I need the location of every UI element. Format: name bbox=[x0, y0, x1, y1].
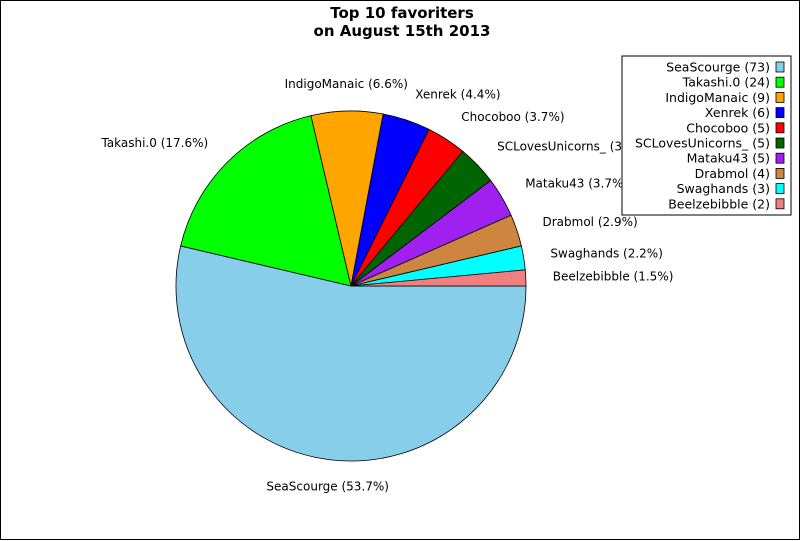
legend-label: IndigoManaic (9) bbox=[665, 90, 770, 105]
legend-label: SeaScourge (73) bbox=[666, 60, 770, 75]
slice-label: Drabmol (2.9%) bbox=[543, 215, 638, 229]
legend-label: Beelzebibble (2) bbox=[668, 196, 770, 211]
chart-title-line-1: Top 10 favoriters bbox=[330, 4, 474, 22]
legend-label: Xenrek (6) bbox=[705, 105, 770, 120]
legend-label: Chocoboo (5) bbox=[686, 120, 770, 135]
slice-label: IndigoManaic (6.6%) bbox=[285, 77, 408, 91]
slice-label: Takashi.0 (17.6%) bbox=[100, 136, 208, 150]
legend-swatch bbox=[775, 122, 785, 134]
legend-swatch bbox=[775, 107, 785, 118]
legend-swatch bbox=[775, 61, 785, 73]
chart-title-line-2: on August 15th 2013 bbox=[314, 22, 491, 40]
legend-swatch bbox=[775, 198, 785, 210]
legend-label: Swaghands (3) bbox=[677, 181, 770, 196]
legend-swatch bbox=[775, 137, 785, 149]
pie-slices bbox=[175, 110, 527, 462]
slice-label: Chocoboo (3.7%) bbox=[461, 110, 564, 124]
pie-slice-takashi-0 bbox=[180, 115, 352, 287]
legend: SeaScourge (73)Takashi.0 (24)IndigoManai… bbox=[621, 55, 792, 216]
legend-label: Takashi.0 (24) bbox=[682, 75, 770, 90]
legend-swatch bbox=[775, 152, 785, 164]
slice-label: SCLovesUnicorns_ (3.7%) bbox=[497, 140, 649, 154]
legend-label: Mataku43 (5) bbox=[687, 151, 770, 166]
legend-box bbox=[621, 55, 792, 216]
legend-label: Drabmol (4) bbox=[695, 166, 770, 181]
legend-swatch bbox=[775, 183, 785, 195]
slice-label: Mataku43 (3.7%) bbox=[525, 177, 628, 191]
slice-labels: SeaScourge (53.7%) Takashi.0 (17.6%) Indig… bbox=[100, 77, 673, 494]
pie-slice-seascourge bbox=[175, 245, 527, 462]
slice-label: Swaghands (2.2%) bbox=[550, 247, 663, 261]
slice-label: Beelzebibble (1.5%) bbox=[553, 270, 674, 284]
chart-title: Top 10 favoriters on August 15th 2013 bbox=[314, 4, 491, 40]
pie-slice-beelzebibble bbox=[350, 269, 527, 287]
legend-label: SCLovesUnicorns_ (5) bbox=[635, 136, 770, 151]
legend-swatch bbox=[775, 92, 785, 103]
slice-label: Xenrek (4.4%) bbox=[415, 88, 500, 102]
legend-swatch bbox=[775, 167, 785, 179]
slice-label: SeaScourge (53.7%) bbox=[266, 480, 389, 494]
legend-swatch bbox=[775, 76, 785, 88]
